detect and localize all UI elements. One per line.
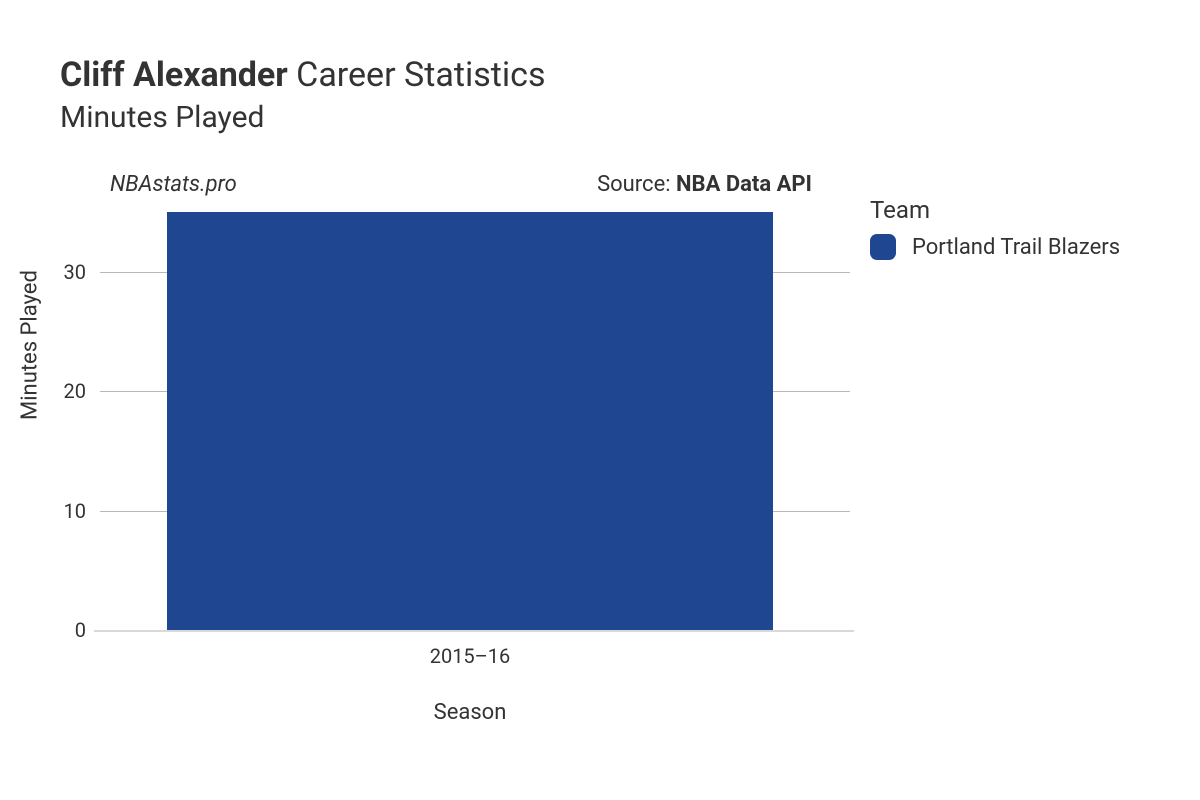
x-tick-label: 2015–16 <box>430 644 511 668</box>
legend-swatch <box>870 234 896 260</box>
chart-title-line2: Minutes Played <box>60 100 546 135</box>
legend-item: Portland Trail Blazers <box>870 234 1120 260</box>
chart-title-line1: Cliff Alexander Career Statistics <box>60 55 546 96</box>
legend-label: Portland Trail Blazers <box>912 235 1120 260</box>
baseline <box>94 630 854 632</box>
x-axis-title: Season <box>434 700 507 725</box>
watermark-text: NBAstats.pro <box>110 172 237 197</box>
y-tick-label: 30 <box>64 260 86 284</box>
source-text: Source: NBA Data API <box>597 172 812 197</box>
bar <box>167 212 774 630</box>
plot-area: NBAstats.pro Source: NBA Data API 010203… <box>100 210 840 630</box>
legend-title: Team <box>870 196 1120 224</box>
y-tick-label: 20 <box>64 379 86 403</box>
y-tick-label: 0 <box>75 618 86 642</box>
legend: Team Portland Trail Blazers <box>870 196 1120 260</box>
y-tick-label: 10 <box>64 499 86 523</box>
title-rest: Career Statistics <box>288 55 546 95</box>
source-prefix: Source: <box>597 172 676 197</box>
player-name: Cliff Alexander <box>60 55 288 95</box>
chart-title-block: Cliff Alexander Career Statistics Minute… <box>60 55 546 135</box>
source-name: NBA Data API <box>676 172 812 197</box>
y-axis-title: Minutes Played <box>18 270 43 420</box>
